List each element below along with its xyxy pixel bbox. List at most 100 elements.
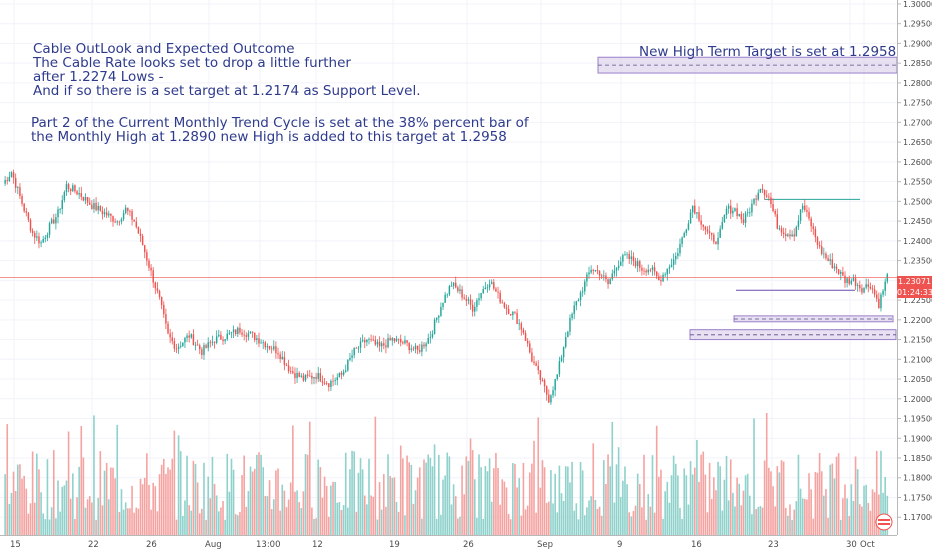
volume-bar xyxy=(323,476,326,535)
volume-bar xyxy=(283,490,286,535)
volume-bar xyxy=(467,460,470,535)
candle-body xyxy=(704,226,707,230)
volume-bar xyxy=(69,498,72,535)
volume-bar xyxy=(186,455,188,535)
candle-body xyxy=(410,348,413,351)
volume-bar xyxy=(463,494,465,535)
candle-body xyxy=(831,259,834,268)
candle-body xyxy=(88,202,91,205)
volume-bar xyxy=(727,500,730,535)
candle-body xyxy=(438,315,440,318)
candle-body xyxy=(368,339,370,340)
candle-body xyxy=(340,372,343,375)
volume-bar xyxy=(315,518,317,535)
volume-bar xyxy=(873,492,876,535)
candle-body xyxy=(222,339,224,342)
volume-bar xyxy=(476,517,478,535)
volume-bar xyxy=(846,498,848,535)
candle-body xyxy=(315,376,317,379)
volume-bar xyxy=(670,475,673,535)
candle-body xyxy=(205,345,207,348)
price-tick-label: 1.17000 xyxy=(903,513,932,522)
candle-body xyxy=(681,237,683,245)
volume-bar xyxy=(289,482,292,535)
candle-body xyxy=(852,278,855,281)
candle-body xyxy=(869,286,872,289)
volume-bar xyxy=(854,456,857,535)
volume-bar xyxy=(61,486,64,535)
volume-bar xyxy=(619,496,622,535)
volume-bar xyxy=(78,466,80,535)
volume-bar xyxy=(556,512,559,535)
candle-body xyxy=(150,267,152,271)
volume-bar xyxy=(355,511,358,535)
volume-bar xyxy=(124,502,127,535)
candle-body xyxy=(675,256,677,260)
volume-bar xyxy=(129,508,131,535)
candle-body xyxy=(782,232,785,235)
time-axis[interactable]: 15 22 26 Aug 13:00 12 19 26 Sep 9 16 23 30 Oct xyxy=(10,540,875,550)
volume-bar xyxy=(52,450,55,535)
volume-bar xyxy=(740,505,743,535)
candle-body xyxy=(137,227,140,234)
volume-bar xyxy=(340,510,343,535)
volume-bar xyxy=(823,495,825,535)
volume-bar xyxy=(162,458,165,535)
candle-body xyxy=(8,176,11,182)
volume-bar xyxy=(543,467,546,535)
candle-body xyxy=(38,236,40,244)
volume-bar xyxy=(245,506,248,535)
candle-body xyxy=(446,294,449,296)
volume-bar xyxy=(698,481,700,535)
candle-body xyxy=(292,371,294,374)
volume-bar xyxy=(588,500,590,535)
volume-bar xyxy=(228,491,231,535)
candle-body xyxy=(880,294,882,309)
candle-body xyxy=(199,345,201,350)
candle-body xyxy=(61,200,63,210)
candle-body xyxy=(239,327,241,333)
candle-body xyxy=(814,228,817,238)
volume-bar xyxy=(99,451,102,535)
volume-bar xyxy=(359,458,362,535)
candle-body xyxy=(171,337,173,342)
candle-body xyxy=(457,287,459,292)
candle-body xyxy=(696,212,698,214)
volume-bar xyxy=(569,482,571,535)
volume-bar xyxy=(484,466,487,535)
volume-bar xyxy=(262,467,265,535)
candle-body xyxy=(613,270,616,274)
candle-body xyxy=(556,374,559,380)
volume-bar xyxy=(17,464,19,535)
candle-body xyxy=(33,232,36,238)
candle-body xyxy=(283,356,286,365)
candle-body xyxy=(753,198,755,204)
volume-bar xyxy=(281,484,284,535)
candle-body xyxy=(736,208,738,217)
volume-bar xyxy=(579,462,582,535)
candle-body xyxy=(357,347,360,349)
volume-bar xyxy=(251,471,254,535)
volume-bar xyxy=(632,510,635,535)
candle-body xyxy=(873,289,876,295)
candle-body xyxy=(694,205,696,214)
volume-bar xyxy=(158,474,161,535)
volume-bar xyxy=(611,421,614,535)
price-axis[interactable]: 1.30000 1.29500 1.29000 1.28500 1.28000 1.275… xyxy=(897,0,932,522)
candle-body xyxy=(419,350,421,352)
volume-bar xyxy=(184,500,186,535)
price-tick-label: 1.18500 xyxy=(903,454,932,463)
candle-body xyxy=(10,172,13,177)
time-tick-label: 12 xyxy=(312,540,323,550)
candle-body xyxy=(213,341,216,343)
volume-bar xyxy=(507,514,510,535)
volume-bar xyxy=(693,467,696,535)
volume-bar xyxy=(27,513,30,535)
volume-bar xyxy=(357,472,360,535)
candle-body xyxy=(628,253,630,260)
volume-bar xyxy=(444,475,446,535)
candle-body xyxy=(757,192,759,200)
volume-bar xyxy=(729,459,732,535)
candle-body xyxy=(387,338,389,348)
